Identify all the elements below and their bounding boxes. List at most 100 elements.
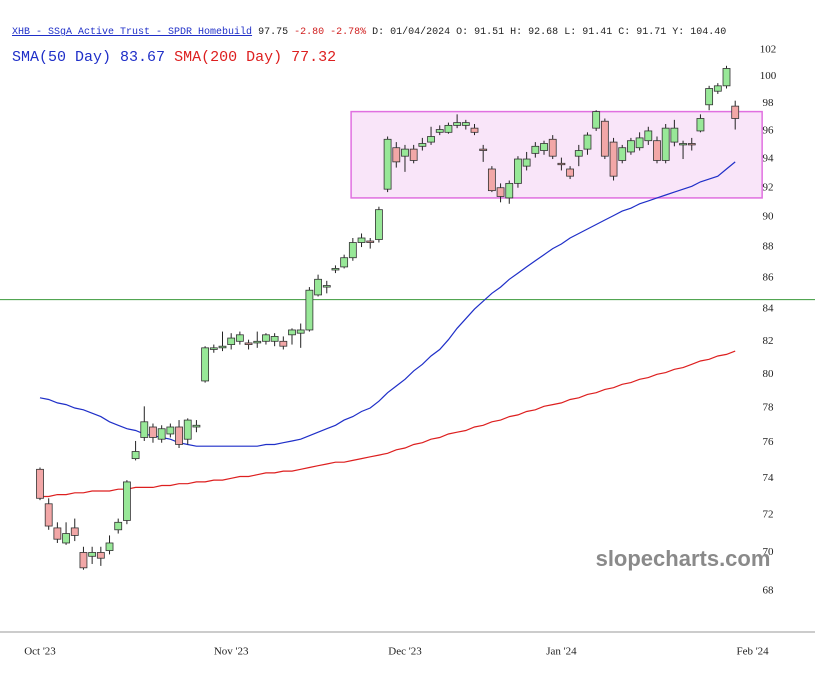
y-tick-label: 88 xyxy=(763,241,775,253)
candle-body xyxy=(375,209,383,240)
candle-body xyxy=(618,147,627,161)
candle-body xyxy=(583,134,592,150)
y-tick-label: 100 xyxy=(760,70,777,82)
x-tick-label: Nov '23 xyxy=(214,646,249,658)
candle-body xyxy=(114,521,123,531)
candle-body xyxy=(653,140,661,161)
y-tick-label: 68 xyxy=(763,585,775,597)
candle-body xyxy=(175,426,183,445)
candle-body xyxy=(644,130,653,142)
x-tick-label: Oct '23 xyxy=(24,646,56,658)
candle-body xyxy=(600,120,609,157)
y-tick-label: 98 xyxy=(763,97,775,109)
y-tick-label: 96 xyxy=(763,124,775,136)
candle-body xyxy=(262,334,270,342)
candle-body xyxy=(409,148,418,161)
candle-body xyxy=(514,158,522,184)
candle-body xyxy=(279,340,288,347)
y-tick-label: 102 xyxy=(760,44,777,56)
candle-body xyxy=(270,336,279,342)
candle-body xyxy=(540,143,548,151)
legend-name: SMA(200 Day) xyxy=(174,49,283,66)
candle-body xyxy=(696,118,705,132)
candle-body xyxy=(105,542,114,551)
sma-line xyxy=(39,161,736,447)
candle-body xyxy=(218,345,227,349)
legend-value: 83.67 xyxy=(120,49,166,66)
change: -2.80 xyxy=(294,27,325,38)
candle-body xyxy=(522,158,531,167)
y-tick-label: 84 xyxy=(763,303,775,315)
candle-body xyxy=(322,285,331,288)
candle-body xyxy=(427,136,435,143)
candle-body xyxy=(505,182,514,199)
x-tick-label: Dec '23 xyxy=(388,646,422,658)
legend: SMA(50 Day) 83.67 SMA(200 Day) 77.32 xyxy=(12,49,336,66)
candle-body xyxy=(62,533,70,544)
candle-body xyxy=(679,143,687,146)
candle-body xyxy=(314,278,322,296)
candle-body xyxy=(627,140,635,153)
candle-body xyxy=(731,105,740,119)
candle-body xyxy=(123,481,131,521)
candle-body xyxy=(461,122,470,126)
last-price: 97.75 xyxy=(258,27,289,38)
candle-body xyxy=(453,122,462,126)
candle-body xyxy=(557,162,566,166)
candle-body xyxy=(592,111,601,129)
y-tick-label: 80 xyxy=(763,368,775,380)
watermark: slopecharts.com xyxy=(596,546,771,571)
header: XHB - SSgA Active Trust - SPDR Homebuild… xyxy=(12,27,726,38)
candle-body xyxy=(392,147,401,163)
legend-value: 77.32 xyxy=(291,49,337,66)
candle-body xyxy=(687,143,696,146)
candle-body xyxy=(296,329,305,334)
ohlc-info: D: 01/04/2024 O: 91.51 H: 92.68 L: 91.41… xyxy=(372,27,727,38)
candle-body xyxy=(487,168,496,192)
candle-body xyxy=(383,138,392,190)
candle-body xyxy=(149,426,157,438)
candle-body xyxy=(444,124,453,133)
y-tick-label: 94 xyxy=(763,153,775,165)
y-tick-label: 92 xyxy=(763,181,774,193)
candle-body xyxy=(357,237,366,243)
y-tick-label: 86 xyxy=(763,271,775,283)
y-tick-label: 78 xyxy=(763,402,775,414)
candle-body xyxy=(209,347,218,350)
candle-body xyxy=(244,342,253,345)
x-tick-label: Feb '24 xyxy=(736,646,769,658)
y-tick-label: 70 xyxy=(763,546,775,558)
y-tick-label: 74 xyxy=(763,472,775,484)
candle-body xyxy=(192,424,201,428)
candle-body xyxy=(183,419,192,440)
candle-body xyxy=(366,240,375,243)
candle-body xyxy=(566,168,574,177)
candle-body xyxy=(235,334,244,342)
candle-body xyxy=(96,552,105,559)
candle-body xyxy=(479,148,488,151)
candle-body xyxy=(705,88,714,106)
candle-body xyxy=(227,337,236,345)
candle-body xyxy=(36,468,44,499)
candle-body xyxy=(140,421,149,438)
candle-body xyxy=(166,426,175,435)
candle-body xyxy=(548,138,557,157)
candle-body xyxy=(131,451,140,460)
candle-body xyxy=(661,127,670,161)
range-box xyxy=(350,110,763,199)
candle-body xyxy=(331,268,340,271)
candle-body xyxy=(70,527,79,536)
candle-body xyxy=(201,347,210,382)
candle-body xyxy=(44,503,53,527)
candle-body xyxy=(401,148,409,157)
legend-name: SMA(50 Day) xyxy=(12,49,112,66)
y-tick-label: 82 xyxy=(763,335,774,347)
y-tick-label: 72 xyxy=(763,508,774,520)
candle-body xyxy=(348,242,357,259)
candle-body xyxy=(305,289,314,331)
candle-body xyxy=(418,143,427,147)
symbol-link[interactable]: XHB - SSgA Active Trust - SPDR Homebuild xyxy=(12,27,253,38)
candle-body xyxy=(635,137,644,149)
candle-body xyxy=(496,187,505,197)
